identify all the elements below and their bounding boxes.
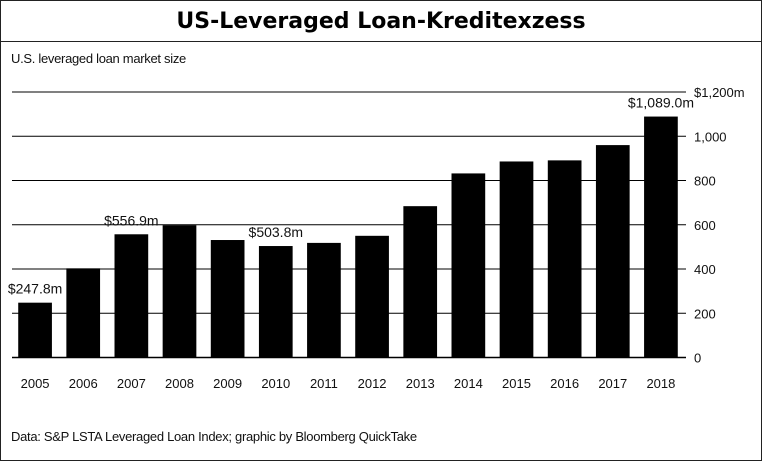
y-tick-label: 200: [694, 306, 716, 321]
x-tick-label: 2017: [598, 376, 627, 391]
x-tick-label: 2018: [646, 376, 675, 391]
bar-2018: [644, 116, 678, 358]
data-labels: $247.8m $556.9m $503.8m $1,089.0m: [8, 95, 694, 297]
bar-2010: [258, 246, 293, 358]
bar-2005: [18, 302, 52, 358]
x-tick-label: 2009: [213, 376, 242, 391]
bars: [18, 116, 678, 358]
x-tick-label: 2011: [310, 376, 338, 391]
bar-2012: [355, 235, 389, 358]
bar-2016: [547, 160, 582, 358]
bar-2014: [451, 173, 486, 358]
data-label: $247.8m: [8, 281, 62, 297]
bar-2011: [307, 242, 341, 358]
data-label: $556.9m: [104, 212, 158, 228]
x-tick-label: 2010: [261, 376, 290, 391]
x-tick-label: 2008: [165, 376, 194, 391]
chart-title: US-Leveraged Loan-Kreditexzess: [176, 8, 586, 34]
bar-2008: [162, 225, 197, 358]
chart-subtitle: U.S. leveraged loan market size: [11, 51, 186, 66]
y-tick-label: $1,200m: [694, 85, 745, 100]
x-axis-tick-labels: 2005 2006 2007 2008 2009 2010 2011 2012 2013 2014…: [21, 376, 676, 391]
x-tick-label: 2015: [502, 376, 531, 391]
x-tick-label: 2006: [69, 376, 98, 391]
y-tick-label: 1,000: [694, 129, 727, 144]
y-axis-tick-labels: 0 200 400 600 800 1,000 $1,200m: [694, 85, 745, 366]
x-tick-label: 2007: [117, 376, 146, 391]
x-tick-label: 2013: [406, 376, 435, 391]
x-tick-label: 2012: [358, 376, 387, 391]
y-tick-label: 600: [694, 218, 716, 233]
x-tick-label: 2014: [454, 376, 483, 391]
title-bar: US-Leveraged Loan-Kreditexzess: [1, 1, 761, 42]
chart-source: Data: S&P LSTA Leveraged Loan Index; gra…: [11, 429, 417, 444]
x-tick-label: 2005: [21, 376, 50, 391]
bar-2007: [114, 234, 149, 358]
data-label: $503.8m: [249, 224, 303, 240]
bar-2006: [66, 268, 101, 358]
data-label: $1,089.0m: [628, 95, 694, 111]
bar-2015: [499, 161, 534, 358]
x-tick-label: 2016: [550, 376, 579, 391]
y-tick-label: 400: [694, 262, 716, 277]
bar-2013: [403, 206, 438, 358]
bar-2009: [210, 240, 245, 358]
y-tick-label: 0: [694, 351, 701, 366]
bar-2017: [595, 145, 630, 358]
y-tick-label: 800: [694, 174, 716, 189]
